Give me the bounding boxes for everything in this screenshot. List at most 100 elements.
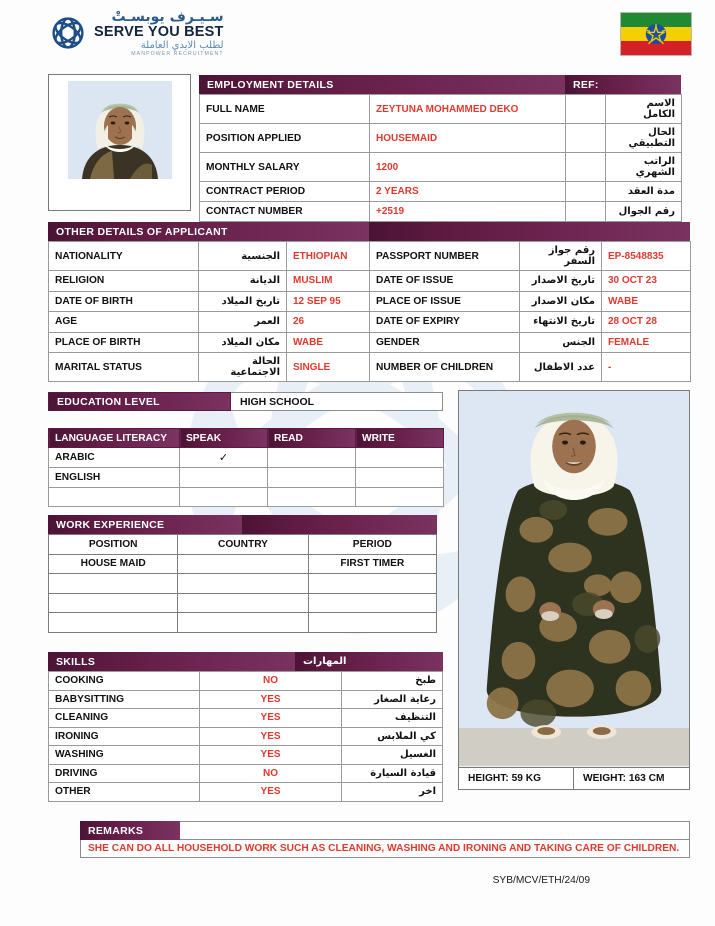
number-of-children-value[interactable]: -	[601, 352, 691, 382]
language-read-checkbox[interactable]	[267, 486, 356, 507]
language-read-checkbox[interactable]	[267, 467, 356, 488]
row-arabic-label: رقم الجوال	[605, 201, 682, 222]
language-speak-checkbox[interactable]	[179, 467, 268, 488]
skill-value[interactable]: YES	[199, 689, 342, 709]
remarks-text[interactable]: SHE CAN DO ALL HOUSEHOLD WORK SUCH AS CL…	[80, 840, 690, 858]
education-level-section: EDUCATION LEVEL HIGH SCHOOL	[48, 392, 443, 411]
work-period-value[interactable]	[307, 612, 438, 633]
skill-value[interactable]: YES	[199, 708, 342, 728]
date-of-birth-arabic: تاريخ الميلاد	[198, 290, 287, 312]
place-of-birth-value[interactable]: WABE	[286, 331, 370, 353]
document-header: سـيـرف يوبسـتْ SERVE YOU BEST لطلب الايد…	[0, 0, 715, 70]
skill-label: CLEANING	[47, 708, 201, 728]
date-of-issue-value[interactable]: 30 OCT 23	[601, 270, 691, 292]
document-reference-code: SYB/MCV/ETH/24/09	[492, 875, 590, 886]
row-label: FULL NAME	[199, 94, 370, 124]
work-country-value[interactable]	[177, 553, 309, 574]
skill-value[interactable]: YES	[199, 782, 342, 802]
remarks-section: REMARKS SHE CAN DO ALL HOUSEHOLD WORK SU…	[80, 821, 690, 858]
language-speak-checkbox[interactable]	[179, 486, 268, 507]
row-arabic-label: مدة العقد	[605, 181, 682, 202]
row-value[interactable]: +2519	[369, 201, 566, 222]
work-position-value[interactable]	[47, 612, 179, 633]
ethiopia-flag-icon	[620, 12, 692, 56]
skill-value[interactable]: YES	[199, 726, 342, 746]
row-value[interactable]: ZEYTUNA MOHAMMED DEKO	[369, 94, 566, 124]
age-value[interactable]: 26	[286, 311, 370, 333]
date-of-birth-value[interactable]: 12 SEP 95	[286, 290, 370, 312]
language-write-checkbox[interactable]	[355, 447, 444, 468]
remarks-header: REMARKS	[80, 821, 690, 840]
skill-arabic: اخر	[340, 782, 444, 802]
table-row: OTHER YES اخر	[47, 782, 444, 802]
nationality-value[interactable]: ETHIOPIAN	[286, 241, 370, 271]
height-value: HEIGHT: 59 KG	[459, 768, 574, 789]
applicant-full-body-photo	[458, 390, 690, 768]
table-row: PLACE OF BIRTH مكان الميلاد WABE GENDER …	[48, 331, 691, 353]
table-row: IRONING YES كي الملابس	[47, 726, 444, 746]
work-position-value[interactable]: HOUSE MAID	[47, 553, 179, 574]
remarks-title: REMARKS	[80, 821, 180, 840]
table-row: FULL NAME ZEYTUNA MOHAMMED DEKO الاسم ال…	[199, 94, 682, 124]
employment-details-title: EMPLOYMENT DETAILS	[199, 75, 565, 94]
row-label: CONTACT NUMBER	[199, 201, 370, 222]
table-row: NATIONALITY الجنسية ETHIOPIAN PASSPORT N…	[48, 241, 691, 271]
marital-status-value[interactable]: SINGLE	[286, 352, 370, 382]
skill-label: COOKING	[47, 671, 201, 691]
work-position-value[interactable]	[47, 573, 179, 594]
place-of-issue-value[interactable]: WABE	[601, 290, 691, 312]
row-spacer	[565, 94, 606, 124]
skill-value[interactable]: NO	[199, 763, 342, 783]
work-period-value[interactable]	[307, 573, 438, 594]
date-of-expiry-value[interactable]: 28 OCT 28	[601, 311, 691, 333]
row-spacer	[565, 201, 606, 222]
gender-value[interactable]: FEMALE	[601, 331, 691, 353]
skill-label: WASHING	[47, 745, 201, 765]
work-country-value[interactable]	[177, 592, 309, 613]
passport-number-label: PASSPORT NUMBER	[369, 241, 520, 271]
work-period-value[interactable]	[307, 592, 438, 613]
row-value[interactable]: HOUSEMAID	[369, 123, 566, 153]
skills-title-arabic: المهارات	[295, 652, 443, 671]
number-of-children-label: NUMBER OF CHILDREN	[369, 352, 520, 382]
other-details-table: NATIONALITY الجنسية ETHIOPIAN PASSPORT N…	[48, 241, 691, 382]
row-value[interactable]: 1200	[369, 152, 566, 182]
work-country-value[interactable]	[177, 573, 309, 594]
row-spacer	[565, 181, 606, 202]
work-experience-header: WORK EXPERIENCE	[48, 515, 437, 534]
nationality-arabic: الجنسية	[198, 241, 287, 271]
table-row: RELIGION الديانة MUSLIM DATE OF ISSUE تا…	[48, 270, 691, 292]
age-label: AGE	[48, 311, 199, 333]
skill-value[interactable]: NO	[199, 671, 342, 691]
education-level-value[interactable]: HIGH SCHOOL	[231, 392, 443, 411]
age-arabic: العمر	[198, 311, 287, 333]
language-read-checkbox[interactable]	[267, 447, 356, 468]
table-row: ENGLISH	[48, 467, 444, 488]
table-row	[47, 573, 438, 594]
skill-value[interactable]: YES	[199, 745, 342, 765]
table-row: HOUSE MAID FIRST TIMER	[47, 553, 438, 574]
language-speak-checkbox[interactable]: ✓	[179, 447, 268, 468]
row-value[interactable]: 2 YEARS	[369, 181, 566, 202]
work-experience-title: WORK EXPERIENCE	[48, 515, 242, 534]
table-row: CLEANING YES التنظيف	[47, 708, 444, 728]
table-row	[47, 592, 438, 613]
skill-label: DRIVING	[47, 763, 201, 783]
date-of-expiry-label: DATE OF EXPIRY	[369, 311, 520, 333]
work-position-value[interactable]	[47, 592, 179, 613]
write-col-header: WRITE	[355, 428, 444, 448]
skills-table: COOKING NO طبخ BABYSITTING YES رعاية الص…	[47, 671, 444, 802]
row-spacer	[565, 152, 606, 182]
work-period-value[interactable]: FIRST TIMER	[307, 553, 438, 574]
skill-arabic: كي الملابس	[340, 726, 444, 746]
religion-value[interactable]: MUSLIM	[286, 270, 370, 292]
table-row: AGE العمر 26 DATE OF EXPIRY تاريخ الانته…	[48, 311, 691, 333]
passport-number-value[interactable]: EP-8548835	[601, 241, 691, 271]
work-country-value[interactable]	[177, 612, 309, 633]
language-name	[48, 486, 180, 507]
language-write-checkbox[interactable]	[355, 486, 444, 507]
language-write-checkbox[interactable]	[355, 467, 444, 488]
row-arabic-label: الاسم الكامل	[605, 94, 682, 124]
country-col-header: COUNTRY	[177, 534, 309, 555]
education-level-title: EDUCATION LEVEL	[48, 392, 231, 411]
